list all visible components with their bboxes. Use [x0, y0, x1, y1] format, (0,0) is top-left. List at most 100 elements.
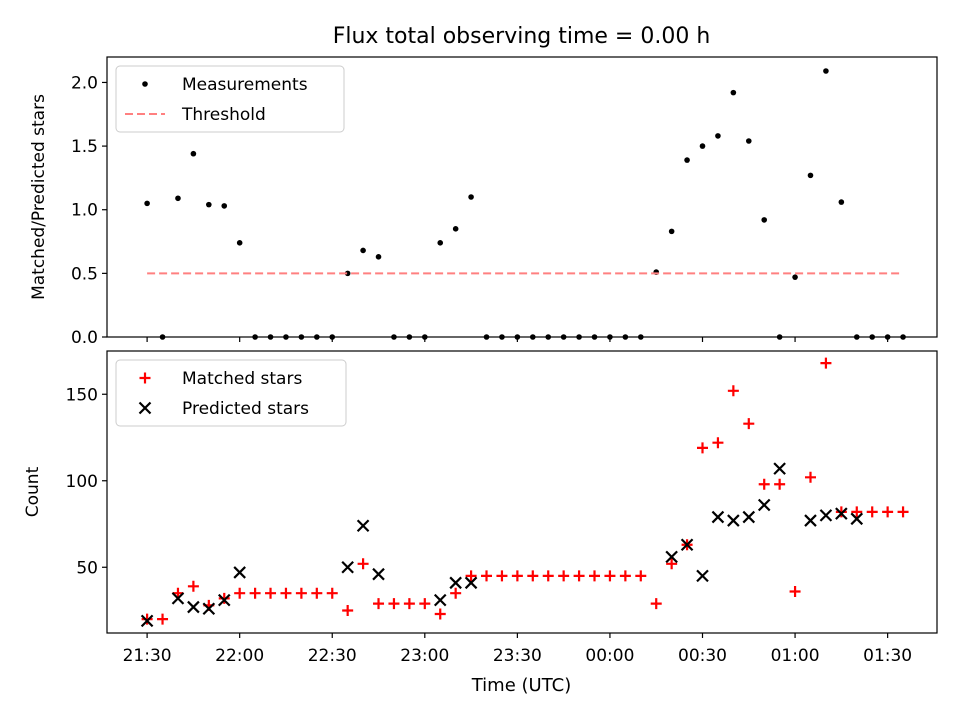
- data-point: [406, 334, 413, 340]
- data-point: [450, 587, 462, 599]
- y-tick-label: 50: [76, 558, 98, 578]
- data-point: [761, 217, 768, 223]
- data-point: [280, 587, 292, 599]
- data-point: [217, 593, 231, 607]
- data-point: [234, 587, 246, 599]
- data-point: [144, 200, 150, 207]
- count-panel: 50 100 150 21:30 22:00 22:30 23:00 23:30 00:00 00…: [23, 350, 938, 666]
- data-point: [665, 550, 678, 564]
- data-point: [666, 558, 678, 570]
- data-point: [866, 506, 878, 518]
- legend: Matched stars Predicted stars: [115, 359, 347, 427]
- legend-label: Measurements: [182, 75, 308, 95]
- ratio-panel: 0.0 0.5 1.0 1.5 2.0 Matched/Predicted stars Me…: [29, 56, 938, 348]
- data-point: [236, 240, 243, 246]
- legend-marker: [142, 81, 148, 87]
- legend-label: Threshold: [181, 105, 266, 125]
- data-point: [604, 570, 616, 582]
- data-point: [357, 558, 369, 570]
- data-point: [850, 512, 864, 526]
- x-tick-label: 01:00: [771, 646, 820, 666]
- data-point: [372, 567, 385, 581]
- data-point: [218, 592, 230, 604]
- data-point: [560, 334, 567, 340]
- data-point: [187, 600, 200, 614]
- legend-label: Matched stars: [182, 369, 302, 389]
- data-point: [403, 598, 415, 610]
- x-tick-label: 00:30: [678, 646, 727, 666]
- data-point: [727, 514, 740, 527]
- data-point: [141, 613, 153, 625]
- data-point: [329, 334, 336, 340]
- data-point: [696, 569, 709, 583]
- y-tick-label: 0.5: [71, 264, 98, 284]
- x-tick-label: 23:30: [493, 646, 542, 666]
- data-point: [807, 172, 814, 179]
- data-point: [249, 587, 261, 599]
- data-point: [711, 510, 725, 524]
- data-point: [159, 334, 166, 340]
- data-point: [742, 510, 756, 524]
- data-point: [789, 585, 801, 597]
- plot-area-frame: [106, 350, 938, 634]
- data-point: [483, 334, 490, 340]
- x-tick-label: 00:00: [585, 646, 634, 666]
- x-tick-label: 22:00: [215, 646, 264, 666]
- legend: Measurements Threshold: [115, 65, 345, 133]
- data-point: [202, 602, 216, 616]
- data-point: [730, 89, 737, 96]
- data-point: [356, 519, 370, 533]
- data-point: [342, 605, 354, 617]
- data-point: [295, 587, 307, 599]
- data-point: [757, 498, 771, 512]
- series-2: [140, 462, 864, 628]
- legend-box: [115, 359, 347, 427]
- data-point: [434, 608, 446, 620]
- data-point: [774, 478, 786, 490]
- y-tick-label: 150: [66, 385, 98, 405]
- x-tick-label: 23:00: [400, 646, 449, 666]
- data-point: [745, 138, 752, 144]
- data-point: [591, 334, 598, 340]
- data-point: [792, 274, 798, 280]
- data-point: [853, 334, 860, 340]
- data-point: [496, 570, 508, 582]
- panels: 0.0 0.5 1.0 1.5 2.0 Matched/Predicted stars Me…: [23, 56, 938, 666]
- data-point: [773, 462, 786, 475]
- series-1: [141, 357, 909, 625]
- data-point: [758, 478, 770, 490]
- data-point: [171, 592, 185, 605]
- data-point: [373, 598, 385, 610]
- data-point: [388, 598, 400, 610]
- data-point: [375, 254, 382, 260]
- data-point: [882, 506, 894, 518]
- y-axis-label: Count: [23, 466, 43, 517]
- data-point: [449, 576, 462, 590]
- data-point: [437, 240, 444, 246]
- series-1: [144, 68, 906, 340]
- data-point: [727, 385, 739, 397]
- data-point: [529, 334, 536, 340]
- data-point: [576, 334, 582, 340]
- y-tick-label: 2.0: [71, 73, 98, 93]
- data-point: [298, 334, 305, 340]
- data-point: [190, 150, 197, 157]
- data-point: [465, 570, 477, 582]
- data-point: [422, 334, 428, 340]
- data-point: [869, 334, 876, 340]
- y-axis-label: Matched/Predicted stars: [29, 94, 49, 300]
- y-tick-label: 1.0: [71, 201, 98, 221]
- data-point: [680, 538, 694, 552]
- data-point: [233, 566, 246, 579]
- data-point: [360, 247, 366, 254]
- data-point: [835, 506, 847, 518]
- data-point: [265, 587, 277, 599]
- data-point: [481, 570, 493, 582]
- data-point: [464, 576, 478, 590]
- data-point: [527, 570, 539, 582]
- data-point: [314, 334, 320, 340]
- data-point: [838, 199, 845, 205]
- data-point: [468, 194, 474, 200]
- data-point: [573, 570, 585, 582]
